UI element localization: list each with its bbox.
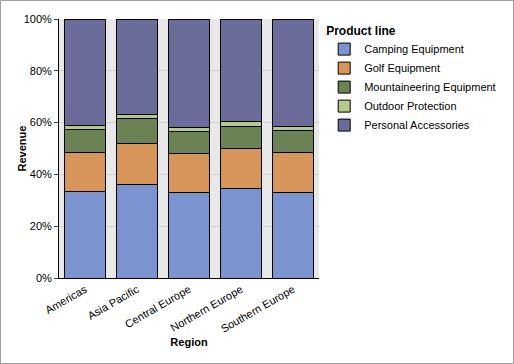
- svg-text:40%: 40%: [30, 168, 52, 180]
- svg-text:Mountaineering Equipment: Mountaineering Equipment: [364, 81, 495, 93]
- svg-text:Asia Pacific: Asia Pacific: [86, 283, 142, 322]
- svg-text:0%: 0%: [36, 272, 52, 284]
- svg-text:Camping Equipment: Camping Equipment: [364, 43, 464, 55]
- svg-text:Golf Equipment: Golf Equipment: [364, 62, 440, 74]
- svg-text:Central Europe: Central Europe: [123, 283, 193, 330]
- svg-text:80%: 80%: [30, 65, 52, 77]
- svg-text:Outdoor Protection: Outdoor Protection: [364, 100, 456, 112]
- svg-text:Americas: Americas: [43, 283, 89, 317]
- svg-text:Product line: Product line: [326, 24, 396, 38]
- svg-text:60%: 60%: [30, 116, 52, 128]
- svg-text:Southern Europe: Southern Europe: [219, 283, 297, 335]
- svg-text:Region: Region: [170, 336, 208, 348]
- svg-text:Northern Europe: Northern Europe: [168, 283, 244, 334]
- svg-text:100%: 100%: [24, 13, 52, 25]
- svg-text:20%: 20%: [30, 220, 52, 232]
- svg-text:Personal Accessories: Personal Accessories: [364, 119, 470, 131]
- svg-text:Revenue: Revenue: [16, 126, 28, 172]
